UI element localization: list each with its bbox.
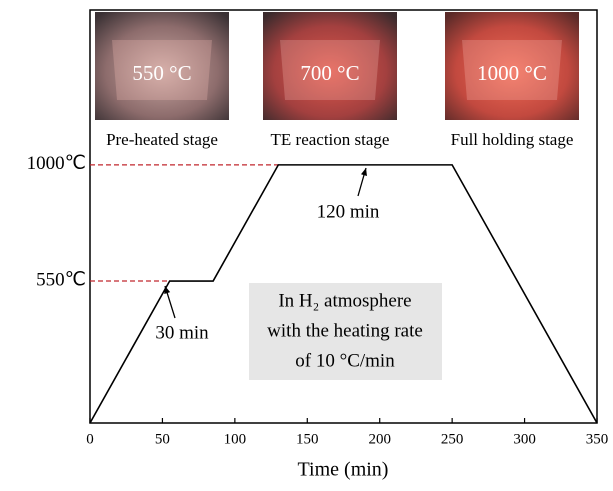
inset-label: 700 °C [300, 61, 359, 85]
x-tick-label: 350 [586, 431, 609, 447]
x-tick-label: 50 [155, 431, 170, 447]
arrow-head [361, 168, 367, 176]
annotation: 30 min [155, 322, 209, 343]
note-line: In H₂ atmosphere [278, 290, 411, 311]
inset-caption: Full holding stage [451, 130, 574, 149]
chart: Time (min) 550 °C Pre-heated stage 700 °C T… [0, 0, 613, 491]
x-tick-label: 200 [368, 431, 391, 447]
inset-label: 550 °C [132, 61, 191, 85]
arrow-head [164, 286, 170, 294]
note-line: with the heating rate [267, 320, 423, 341]
y-tick-label: 1000℃ [27, 153, 86, 174]
note-line: of 10 °C/min [295, 350, 395, 371]
x-tick-label: 250 [441, 431, 464, 447]
inset-caption: TE reaction stage [271, 130, 390, 149]
x-tick-label: 100 [224, 431, 247, 447]
inset-label: 1000 °C [477, 61, 547, 85]
x-tick-label: 300 [513, 431, 536, 447]
annotation: 120 min [317, 201, 380, 222]
inset-caption: Pre-heated stage [106, 130, 218, 149]
x-tick-label: 0 [86, 431, 94, 447]
x-axis-title: Time (min) [298, 459, 389, 481]
x-tick-label: 150 [296, 431, 319, 447]
y-tick-label: 550℃ [36, 269, 86, 290]
